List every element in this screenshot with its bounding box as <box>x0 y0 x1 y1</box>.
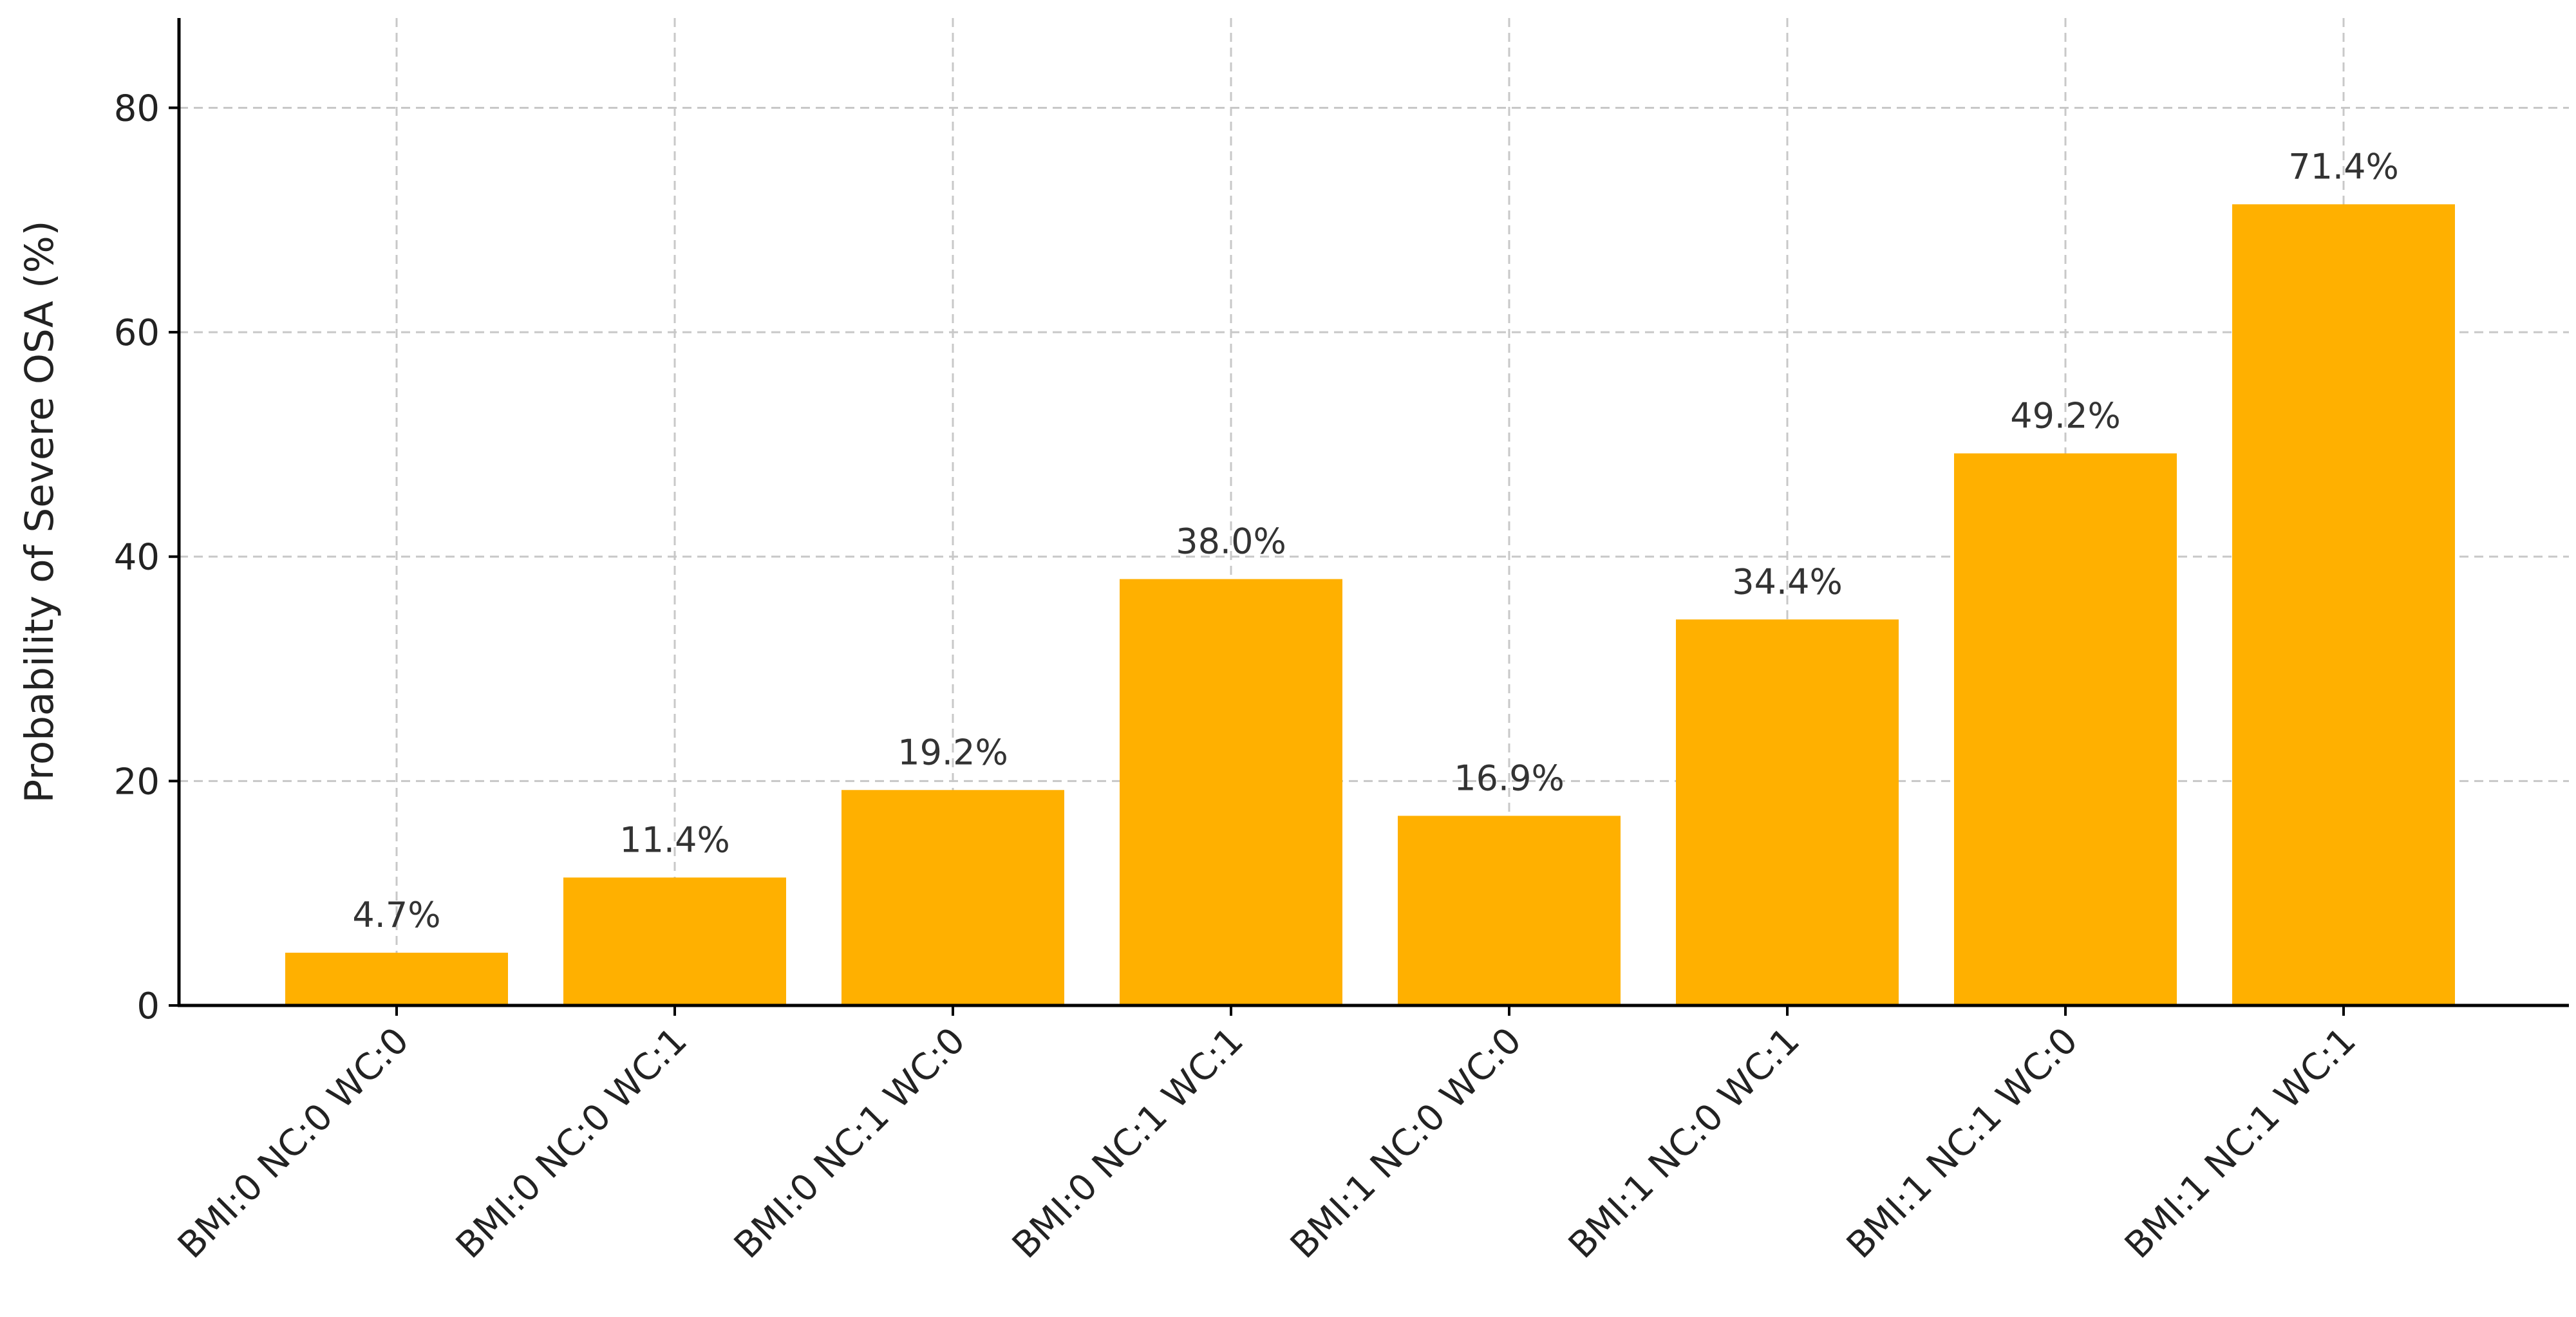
bar-value-label: 19.2% <box>898 732 1008 772</box>
y-ticks-layer: 0 20 40 60 80 <box>114 88 179 1027</box>
bar-value-label: 49.2% <box>2010 395 2121 436</box>
bar-value-label: 71.4% <box>2288 146 2399 187</box>
bar-value-label: 16.9% <box>1454 758 1565 798</box>
axes-layer <box>177 18 2569 1007</box>
x-tick-label: BMI:1 NC:0 WC:0 <box>1283 1020 1530 1267</box>
y-tick-label: 40 <box>114 537 160 579</box>
bar <box>563 877 786 1005</box>
x-tick-label: BMI:1 NC:1 WC:0 <box>1839 1020 2086 1267</box>
bar-value-label: 34.4% <box>1732 561 1843 602</box>
bar <box>2232 204 2455 1006</box>
data-labels-layer: 4.7% 11.4% 19.2% 38.0% 16.9% 34.4% 49.2% 71.4% <box>352 146 2398 935</box>
x-tick-label: BMI:1 NC:1 WC:1 <box>2117 1020 2364 1267</box>
y-tick-label: 60 <box>114 312 160 354</box>
x-tick-label: BMI:0 NC:0 WC:1 <box>448 1020 695 1267</box>
x-tick-label: BMI:0 NC:0 WC:0 <box>170 1020 417 1267</box>
x-ticks-layer: BMI:0 NC:0 WC:0 BMI:0 NC:0 WC:1 BMI:0 NC:1… <box>170 1005 2364 1267</box>
bar <box>285 953 508 1005</box>
bar <box>1398 816 1621 1005</box>
bars-layer <box>285 204 2455 1006</box>
x-tick-label: BMI:1 NC:0 WC:1 <box>1561 1020 1808 1267</box>
grid-layer <box>179 18 2569 1005</box>
y-axis-label: Probability of Severe OSA (%) <box>17 220 62 803</box>
y-tick-label: 0 <box>136 985 160 1027</box>
bar <box>1676 619 1899 1005</box>
y-tick-label: 80 <box>114 88 160 129</box>
y-tick-label: 20 <box>114 761 160 803</box>
bar-value-label: 4.7% <box>352 895 440 935</box>
bar-value-label: 11.4% <box>619 819 730 860</box>
x-tick-label: BMI:0 NC:1 WC:1 <box>1004 1020 1252 1267</box>
bar <box>1120 579 1342 1005</box>
bar-value-label: 38.0% <box>1176 521 1286 562</box>
bar <box>1954 453 2177 1005</box>
bar <box>841 790 1064 1005</box>
x-tick-label: BMI:0 NC:1 WC:0 <box>726 1020 973 1267</box>
